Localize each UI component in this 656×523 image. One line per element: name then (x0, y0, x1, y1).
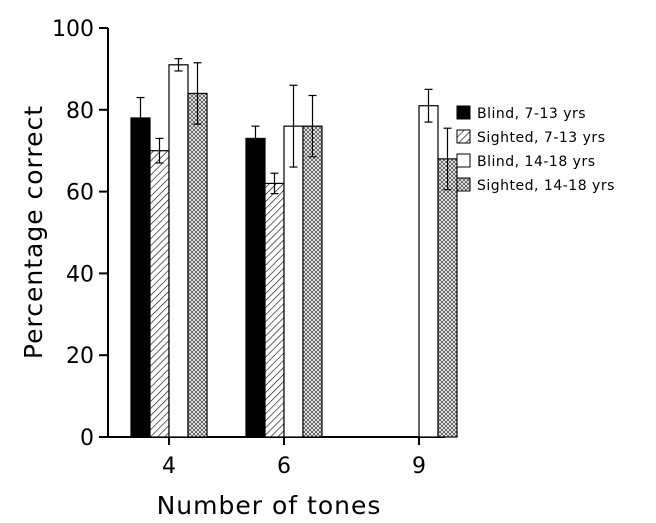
bar (168, 64, 189, 438)
y-axis-title: Percentage correct (19, 105, 48, 359)
bar (302, 125, 323, 438)
y-tick-label: 40 (66, 262, 94, 287)
legend-swatch (456, 177, 471, 192)
plot-area: 0 20 40 60 80 100 4 6 9 (52, 17, 458, 479)
y-tick-label: 0 (80, 426, 94, 451)
bar (245, 137, 266, 438)
bar (418, 105, 439, 438)
y-tick-label: 60 (66, 181, 94, 206)
legend-swatch (456, 153, 471, 168)
x-axis-title: Number of tones (157, 491, 382, 520)
y-tick-label: 100 (52, 17, 94, 42)
bar (149, 150, 170, 438)
y-tick-label: 80 (66, 99, 94, 124)
legend-label: Sighted, 7-13 yrs (477, 130, 605, 146)
legend-label: Blind, 7-13 yrs (477, 106, 586, 122)
bar (130, 117, 151, 438)
y-tick-label: 20 (66, 344, 94, 369)
bar (437, 158, 458, 438)
legend-swatch (456, 129, 471, 144)
legend-label: Sighted, 14-18 yrs (477, 178, 615, 194)
x-tick-label: 6 (277, 454, 291, 479)
bar (187, 92, 208, 438)
bar (264, 182, 285, 438)
legend: Blind, 7-13 yrs Sighted, 7-13 yrs Blind, 1… (456, 105, 615, 194)
legend-swatch (456, 105, 471, 120)
x-tick-label: 4 (162, 454, 176, 479)
x-tick-label: 9 (412, 454, 426, 479)
legend-label: Blind, 14-18 yrs (477, 154, 596, 170)
bar (283, 125, 304, 438)
